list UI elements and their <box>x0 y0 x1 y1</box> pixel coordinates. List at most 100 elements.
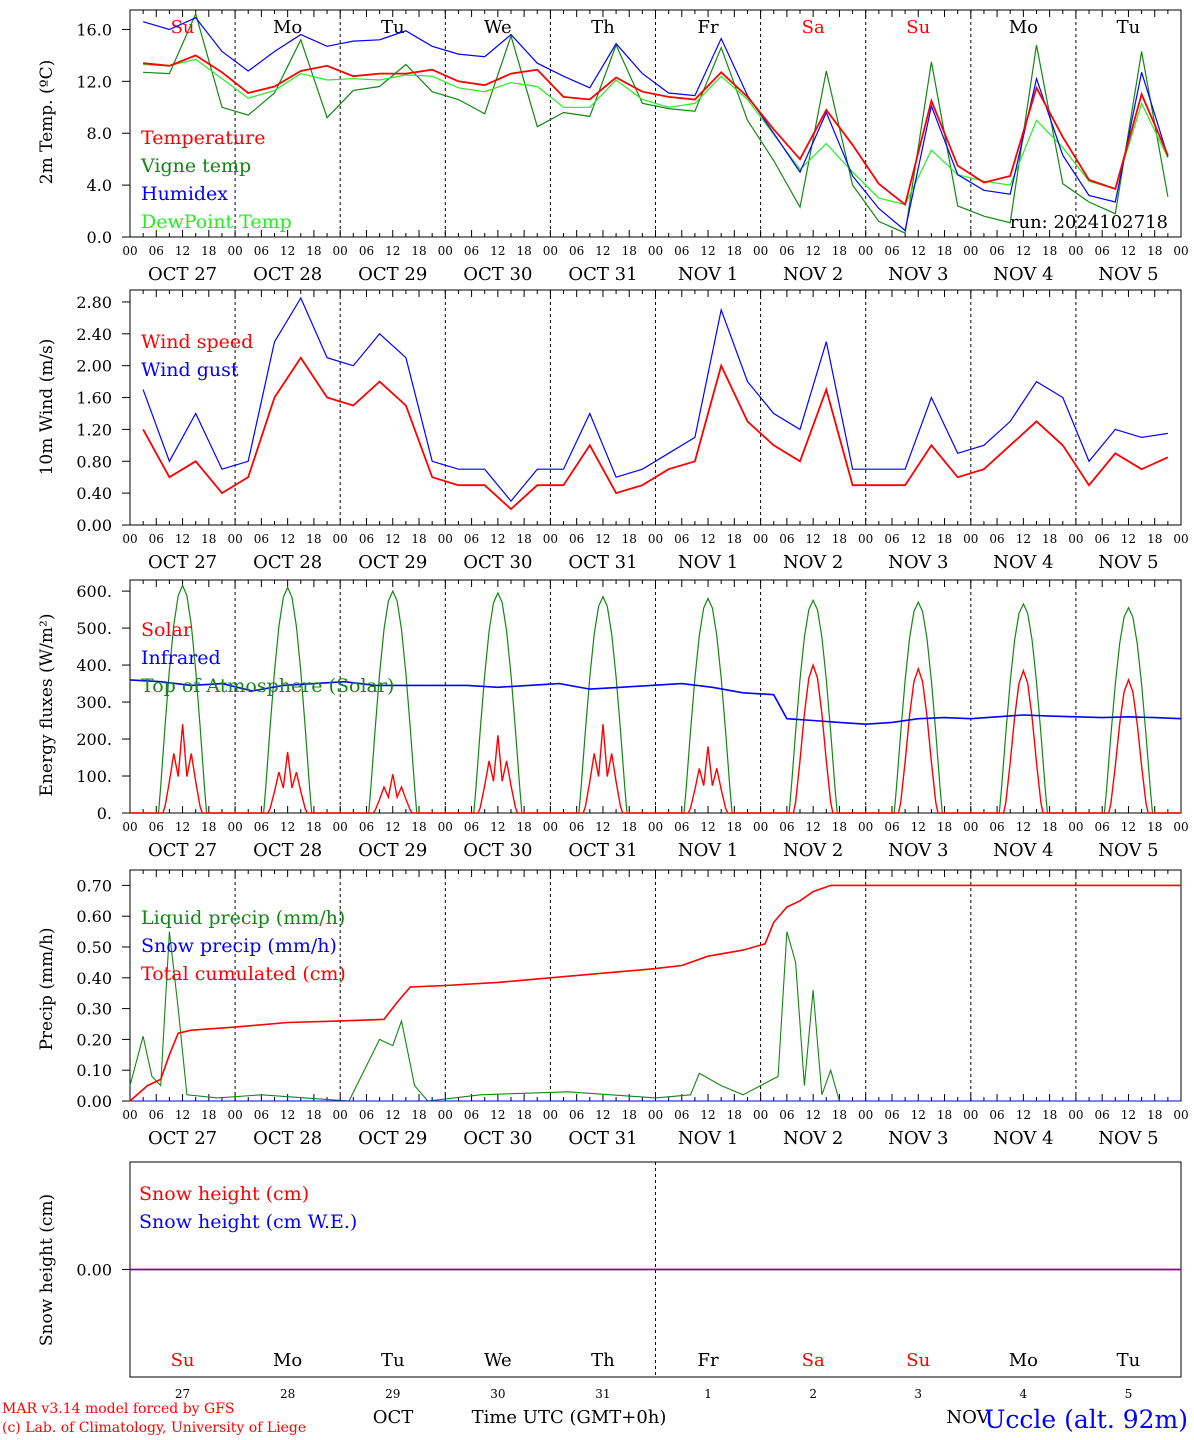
x-tick-label: 18 <box>516 1108 531 1122</box>
legend-solar: Solar <box>141 619 193 641</box>
x-tick-label: 06 <box>149 1108 164 1122</box>
x-tick-label: 06 <box>884 532 899 546</box>
x-tick-label: 00 <box>963 1108 978 1122</box>
date-label: NOV 3 <box>888 1128 948 1149</box>
x-tick-label: 18 <box>201 820 216 834</box>
x-tick-label: 06 <box>569 532 584 546</box>
x-tick-label: 00 <box>1068 532 1083 546</box>
date-label: OCT 27 <box>148 552 217 573</box>
x-tick-label: 00 <box>963 244 978 258</box>
date-label: NOV 2 <box>783 1128 843 1149</box>
x-tick-label: 06 <box>884 244 899 258</box>
x-tick-label: 18 <box>832 532 847 546</box>
x-tick-label: 06 <box>359 244 374 258</box>
day-number: 4 <box>1020 1387 1028 1401</box>
date-label: OCT 29 <box>358 840 427 861</box>
x-tick-label: 18 <box>1042 820 1057 834</box>
series-line-infrared <box>129 679 1182 726</box>
series-line-wind-speed <box>142 356 1169 511</box>
x-tick-label: 18 <box>411 820 426 834</box>
x-tick-label: 18 <box>727 1108 742 1122</box>
weekday-label: Fr <box>698 17 719 38</box>
x-tick-label: 12 <box>700 1108 715 1122</box>
x-tick-label: 18 <box>1042 532 1057 546</box>
x-tick-label: 12 <box>280 532 295 546</box>
weekday-label-bottom: Mo <box>273 1350 302 1371</box>
weekday-label: Tu <box>1117 17 1141 38</box>
y-axis-label: Energy fluxes (W/m²) <box>37 614 57 797</box>
x-tick-label: 18 <box>1147 244 1162 258</box>
x-tick-label: 12 <box>175 1108 190 1122</box>
x-tick-label: 06 <box>1095 1108 1110 1122</box>
date-label: OCT 31 <box>568 552 637 573</box>
y-tick-label: 0.10 <box>76 1061 112 1080</box>
x-tick-label: 00 <box>227 820 242 834</box>
legend-humidex: Humidex <box>141 183 228 205</box>
x-tick-label: 06 <box>569 1108 584 1122</box>
x-tick-label: 00 <box>753 1108 768 1122</box>
x-tick-label: 12 <box>1016 1108 1031 1122</box>
x-tick-label: 18 <box>516 820 531 834</box>
x-tick-label: 12 <box>700 244 715 258</box>
date-label: NOV 1 <box>678 552 738 573</box>
x-tick-label: 12 <box>280 820 295 834</box>
date-label: NOV 4 <box>993 264 1053 285</box>
x-tick-label: 12 <box>490 244 505 258</box>
x-tick-label: 00 <box>1173 820 1188 834</box>
x-tick-label: 12 <box>806 1108 821 1122</box>
x-tick-label: 00 <box>543 532 558 546</box>
y-axis-label: Precip (mm/h) <box>37 927 57 1050</box>
x-tick-label: 18 <box>727 532 742 546</box>
series-line-wind-gust <box>142 296 1168 503</box>
x-tick-label: 00 <box>753 244 768 258</box>
x-tick-label: 06 <box>1095 532 1110 546</box>
x-tick-label: 12 <box>806 244 821 258</box>
x-tick-label: 00 <box>1173 244 1188 258</box>
x-tick-label: 18 <box>306 244 321 258</box>
x-tick-label: 18 <box>1147 1108 1162 1122</box>
date-label: OCT 29 <box>358 264 427 285</box>
y-tick-label: 0. <box>97 804 112 823</box>
date-label: OCT 28 <box>253 840 322 861</box>
x-tick-label: 00 <box>333 820 348 834</box>
y-tick-label: 0.60 <box>76 907 112 926</box>
x-tick-label: 06 <box>149 532 164 546</box>
x-tick-label: 00 <box>648 532 663 546</box>
x-tick-label: 18 <box>201 532 216 546</box>
x-tick-label: 12 <box>175 244 190 258</box>
x-tick-label: 18 <box>411 1108 426 1122</box>
x-tick-label: 12 <box>1121 532 1136 546</box>
y-tick-label: 0.70 <box>76 876 112 895</box>
weekday-label: Th <box>591 17 615 38</box>
date-label: OCT 31 <box>568 264 637 285</box>
x-tick-label: 12 <box>175 532 190 546</box>
x-tick-label: 12 <box>595 532 610 546</box>
series-line-vigne-temp <box>143 12 1169 234</box>
y-tick-label: 0.00 <box>76 516 112 535</box>
x-tick-label: 00 <box>438 532 453 546</box>
x-tick-label: 06 <box>359 820 374 834</box>
date-label: NOV 3 <box>888 552 948 573</box>
x-tick-label: 06 <box>674 532 689 546</box>
panel-wind: 00 06 12 18 00 06 12 18 00 06 12 18 00 06 12 18 00 06 12 18… <box>37 289 1189 573</box>
x-tick-label: 12 <box>1016 820 1031 834</box>
x-tick-label: 00 <box>648 1108 663 1122</box>
month-label-nov: NOV <box>946 1407 990 1428</box>
x-tick-label: 18 <box>1042 1108 1057 1122</box>
x-tick-label: 00 <box>543 244 558 258</box>
x-tick-label: 12 <box>490 532 505 546</box>
x-tick-label: 12 <box>595 244 610 258</box>
x-tick-label: 12 <box>175 820 190 834</box>
y-tick-label: 400. <box>76 656 112 675</box>
x-tick-label: 00 <box>753 820 768 834</box>
x-tick-label: 18 <box>622 532 637 546</box>
x-tick-label: 12 <box>1121 244 1136 258</box>
x-tick-label: 00 <box>1173 1108 1188 1122</box>
day-number: 3 <box>914 1387 922 1401</box>
day-number: 31 <box>595 1387 610 1401</box>
x-tick-label: 06 <box>149 820 164 834</box>
weekday-label-bottom: Sa <box>802 1350 825 1371</box>
date-label: OCT 30 <box>463 840 532 861</box>
x-tick-label: 00 <box>963 820 978 834</box>
